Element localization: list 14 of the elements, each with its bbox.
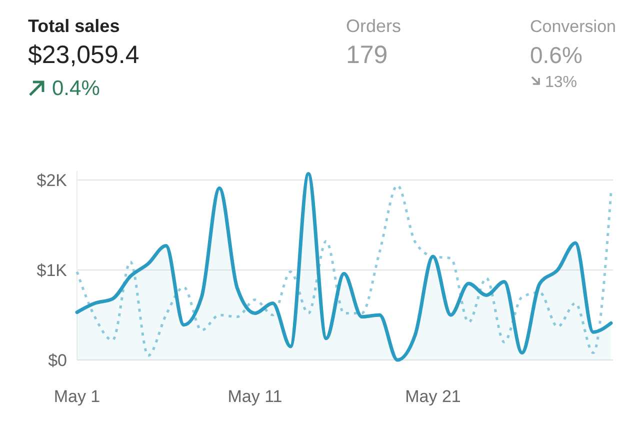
x-tick-label: May 1 [54,387,100,406]
text: Conversion [530,17,616,36]
chart-title: Total sales [28,16,120,36]
y-tick-label: $2K [36,171,68,190]
y-tick-label: $1K [36,261,68,280]
text: 0.6% [530,42,582,68]
text: Orders [346,16,402,36]
text: $23,059.4 [28,41,140,69]
text: 13% [545,74,578,91]
x-tick-label: May 21 [405,387,461,406]
y-tick-label: $0 [48,351,67,370]
text: 0.4% [52,77,100,100]
text: 179 [346,41,388,69]
x-tick-label: May 11 [228,387,282,406]
